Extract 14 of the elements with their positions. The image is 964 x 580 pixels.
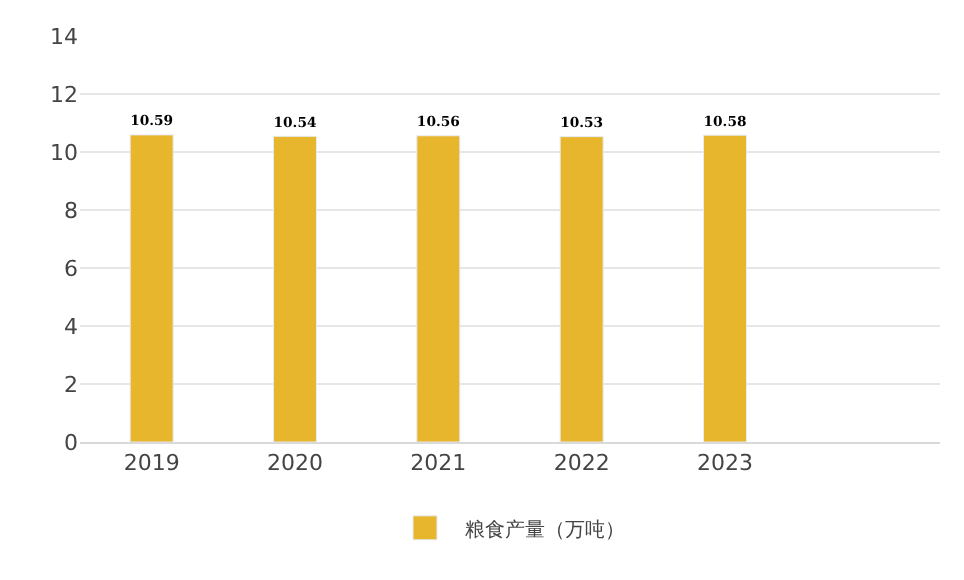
legend-label: 粮食产量（万吨） [465, 517, 625, 542]
y-tick-label: 6 [64, 255, 78, 282]
y-tick-label: 12 [50, 81, 78, 108]
y-tick-label: 14 [50, 23, 78, 50]
x-tick-label: 2019 [123, 450, 180, 477]
y-tick-label: 2 [64, 371, 78, 398]
x-tick-label: 2023 [697, 450, 753, 477]
y-tick-label: 10 [50, 139, 78, 166]
y-tick-label: 8 [64, 197, 78, 224]
x-tick-label: 2020 [267, 450, 323, 477]
y-tick-label: 4 [64, 313, 78, 340]
x-tick-label: 2022 [553, 450, 610, 477]
x-tick-label: 2021 [410, 450, 467, 477]
y-tick-label: 0 [64, 429, 78, 456]
